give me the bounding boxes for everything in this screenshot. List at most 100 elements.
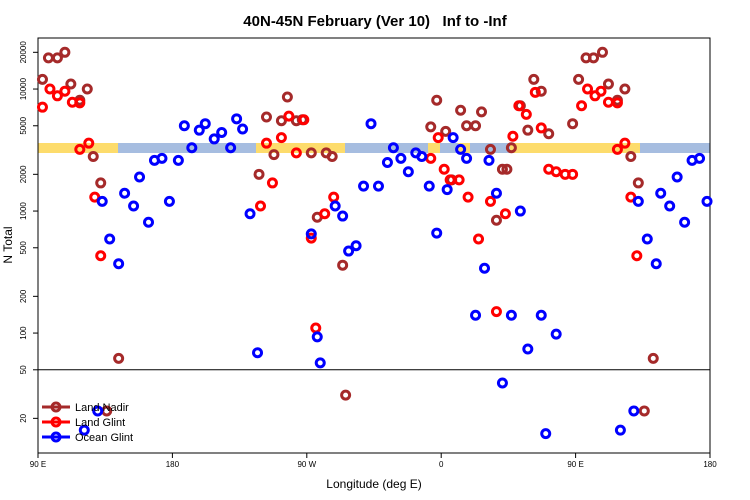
point	[611, 143, 623, 155]
point	[74, 143, 86, 155]
y-tick-label: 100	[19, 326, 28, 340]
x-tick-label: 90 W	[297, 460, 316, 469]
point	[281, 91, 293, 103]
point	[431, 227, 443, 239]
point	[701, 195, 713, 207]
point	[275, 132, 287, 144]
point	[431, 94, 443, 106]
point	[573, 73, 585, 85]
point	[36, 101, 48, 113]
land-segment	[428, 143, 440, 153]
point	[425, 121, 437, 133]
point	[632, 177, 644, 189]
point	[619, 137, 631, 149]
point	[441, 184, 453, 196]
point	[550, 328, 562, 340]
point	[602, 78, 614, 90]
point	[596, 46, 608, 58]
point	[340, 389, 352, 401]
point	[314, 357, 326, 369]
point	[505, 309, 517, 321]
y-tick-label: 20000	[19, 41, 28, 64]
point	[193, 124, 205, 136]
land-segment	[256, 143, 345, 153]
point	[326, 150, 338, 162]
point	[496, 163, 508, 175]
point	[505, 142, 517, 154]
point	[694, 152, 706, 164]
point	[134, 171, 146, 183]
point	[92, 405, 104, 417]
x-tick-label: 0	[439, 460, 444, 469]
point	[522, 124, 534, 136]
point	[664, 200, 676, 212]
point	[402, 166, 414, 178]
point	[528, 73, 540, 85]
point	[535, 122, 547, 134]
x-axis-label: Longitude (deg E)	[326, 477, 421, 491]
point	[113, 258, 125, 270]
point	[679, 216, 691, 228]
point	[358, 180, 370, 192]
point	[395, 152, 407, 164]
point	[260, 137, 272, 149]
point	[501, 163, 513, 175]
point	[641, 233, 653, 245]
point	[156, 152, 168, 164]
land-segment	[510, 143, 640, 153]
point	[490, 214, 502, 226]
point	[319, 208, 331, 220]
point	[372, 180, 384, 192]
point	[172, 154, 184, 166]
land-segment	[38, 143, 118, 153]
x-tick-label: 90 E	[30, 460, 46, 469]
point	[440, 125, 452, 137]
point	[453, 174, 465, 186]
point	[51, 90, 63, 102]
point	[255, 200, 267, 212]
point	[186, 142, 198, 154]
point	[305, 232, 317, 244]
y-tick-label: 5000	[19, 116, 28, 134]
ocean-segment	[470, 143, 510, 153]
point	[628, 405, 640, 417]
point	[535, 85, 547, 97]
point	[416, 150, 428, 162]
legend-marker	[50, 416, 62, 428]
point	[231, 113, 243, 125]
point	[44, 83, 56, 95]
point	[614, 424, 626, 436]
point	[470, 120, 482, 132]
point	[244, 208, 256, 220]
point	[237, 123, 249, 135]
point	[266, 177, 278, 189]
point	[260, 111, 272, 123]
point	[337, 259, 349, 271]
point	[529, 86, 541, 98]
point	[576, 100, 588, 112]
point	[298, 114, 310, 126]
point	[484, 195, 496, 207]
point	[51, 52, 63, 64]
point	[535, 309, 547, 321]
point	[632, 195, 644, 207]
plot-frame	[37, 37, 711, 454]
point	[113, 352, 125, 364]
point	[163, 195, 175, 207]
point	[514, 205, 526, 217]
point	[455, 104, 467, 116]
point	[496, 377, 508, 389]
point	[484, 143, 496, 155]
point	[275, 115, 287, 127]
point	[520, 108, 532, 120]
point	[253, 168, 265, 180]
point	[490, 306, 502, 318]
x-tick-label: 90 E	[567, 460, 583, 469]
point	[311, 331, 323, 343]
point	[631, 250, 643, 262]
legend-label: Land Nadir	[75, 402, 129, 414]
point	[95, 250, 107, 262]
point	[81, 83, 93, 95]
point	[470, 309, 482, 321]
